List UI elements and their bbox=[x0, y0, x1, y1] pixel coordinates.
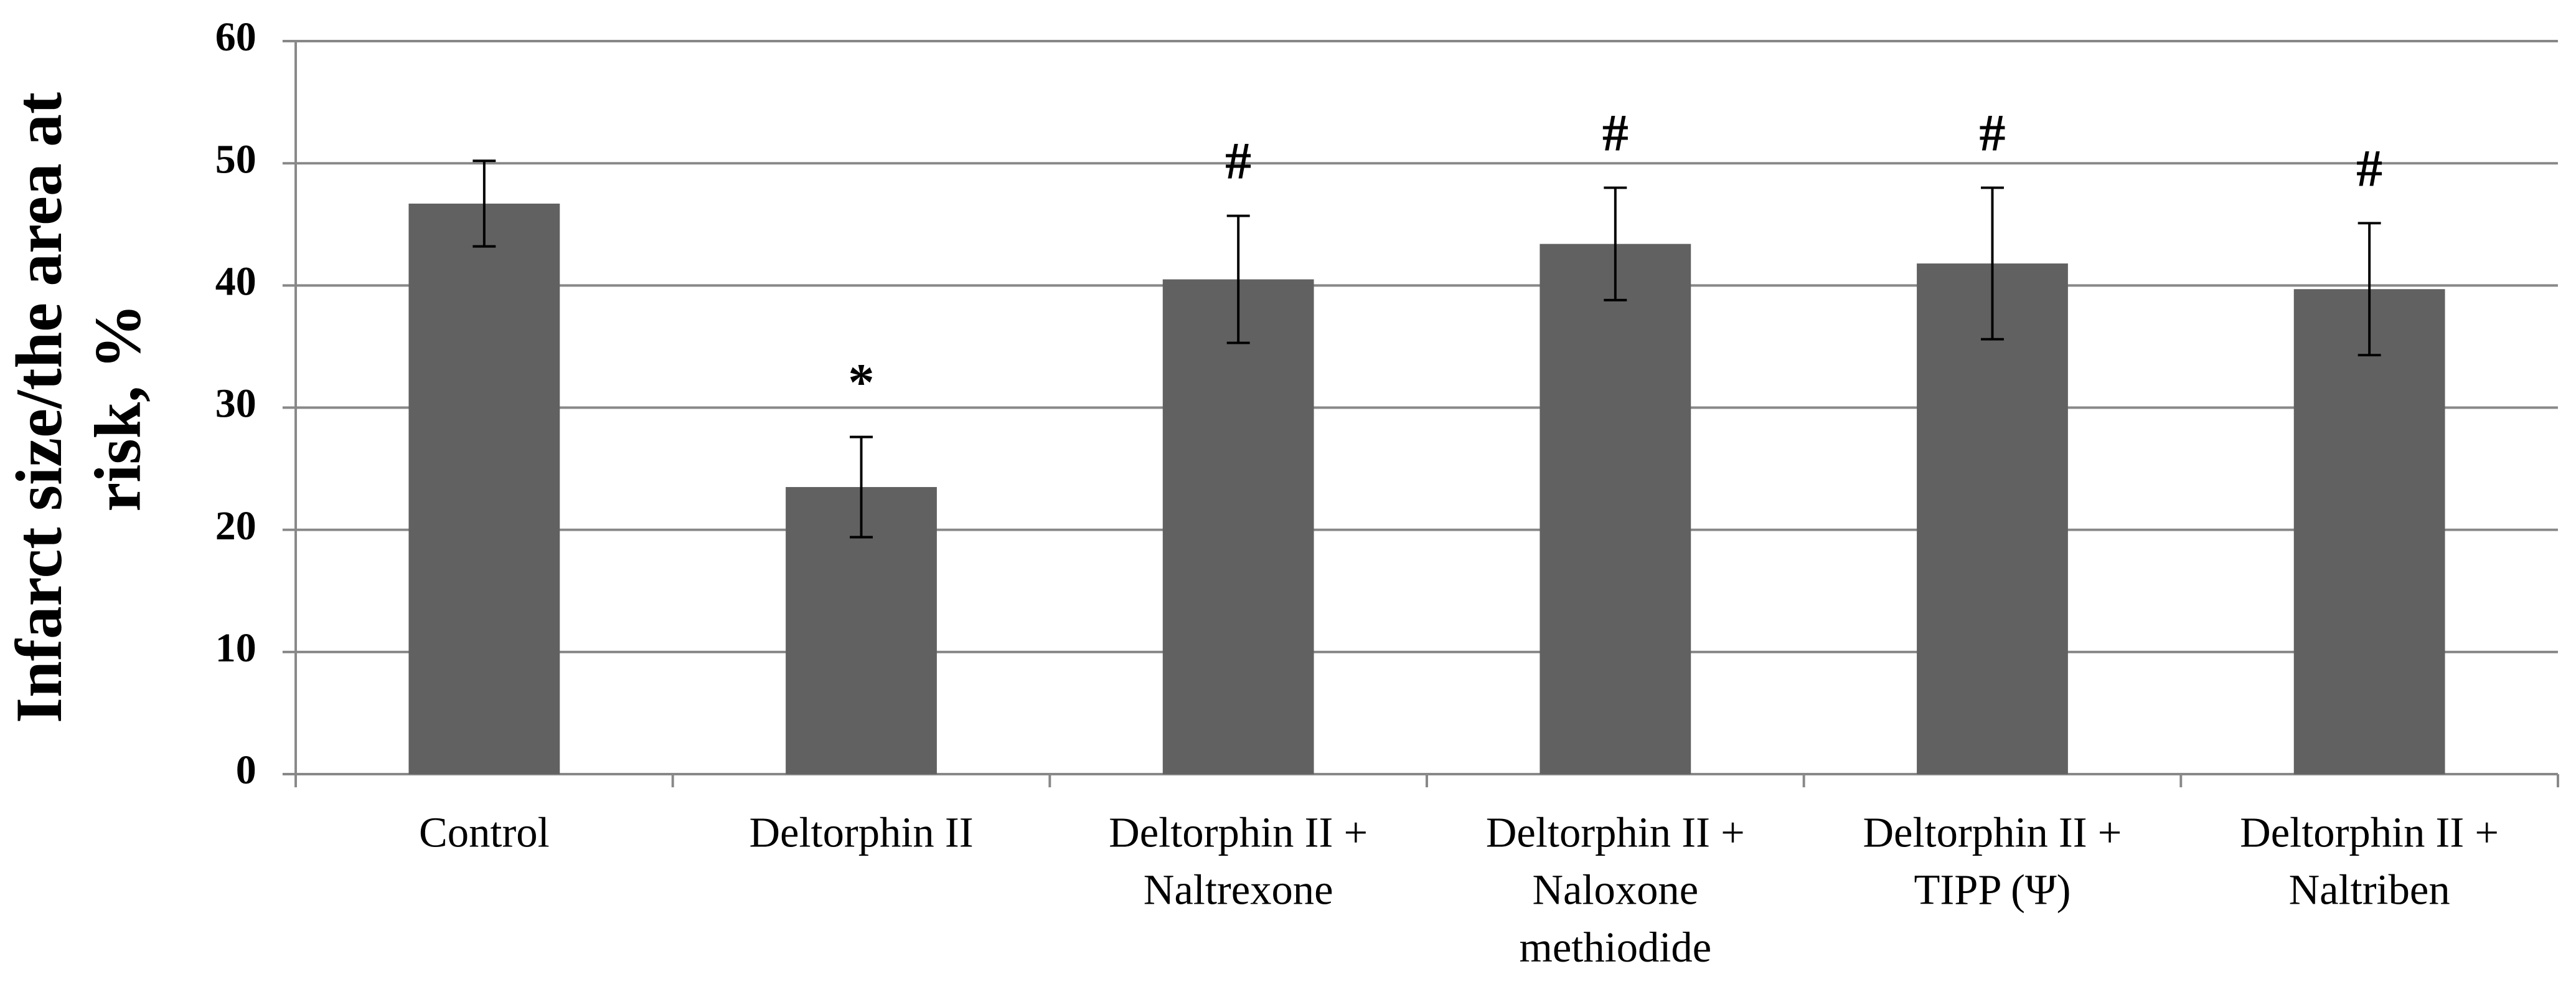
annotation: # bbox=[1602, 105, 1629, 163]
x-tick-label-line: Naltriben bbox=[2289, 866, 2450, 913]
y-tick-label: 60 bbox=[215, 14, 256, 60]
bar bbox=[1539, 244, 1691, 775]
bar bbox=[408, 203, 560, 775]
x-tick-label: Control bbox=[419, 808, 550, 856]
x-tick-label-line: TIPP (Ψ) bbox=[1914, 866, 2071, 913]
x-tick-label-line: Control bbox=[419, 808, 550, 856]
x-tick-label: Deltorphin II + Naloxone methiodide bbox=[1486, 808, 1745, 971]
x-tick-label-line: Deltorphin II bbox=[749, 808, 973, 856]
bar bbox=[2293, 289, 2445, 775]
annotation: # bbox=[2356, 140, 2382, 198]
x-tick-label: Deltorphin II + Naltrexone bbox=[1109, 808, 1368, 913]
y-axis-label-line: Infarct size/the area at bbox=[2, 92, 75, 723]
y-tick-label: 10 bbox=[215, 625, 256, 671]
x-tick-label: Deltorphin II + TIPP (Ψ) bbox=[1863, 808, 2122, 913]
annotation: # bbox=[1225, 133, 1251, 191]
annotation: * bbox=[848, 354, 874, 412]
y-tick-label: 40 bbox=[215, 258, 256, 304]
y-tick-label: 0 bbox=[236, 747, 256, 793]
y-axis-label-line: risk, % bbox=[82, 303, 154, 511]
x-tick-label-line: Naloxone bbox=[1532, 866, 1698, 913]
bar bbox=[1917, 263, 2068, 775]
x-tick-label-line: Deltorphin II + bbox=[2240, 808, 2499, 856]
x-tick-label-line: methiodide bbox=[1519, 924, 1711, 971]
y-tick-label: 30 bbox=[215, 381, 256, 427]
x-tick-label: Deltorphin II bbox=[749, 808, 973, 856]
x-tick-label-line: Deltorphin II + bbox=[1863, 808, 2122, 856]
y-axis-label: Infarct size/the area at risk, % bbox=[2, 92, 154, 723]
y-tick-label: 20 bbox=[215, 503, 256, 549]
bar bbox=[1162, 279, 1314, 775]
y-tick-label: 50 bbox=[215, 136, 256, 182]
x-tick-label-line: Deltorphin II + bbox=[1109, 808, 1368, 856]
annotation: # bbox=[1979, 105, 2005, 163]
x-tick-label: Deltorphin II + Naltriben bbox=[2240, 808, 2499, 913]
x-tick-label-line: Naltrexone bbox=[1144, 866, 1333, 913]
x-tick-label-line: Deltorphin II + bbox=[1486, 808, 1745, 856]
